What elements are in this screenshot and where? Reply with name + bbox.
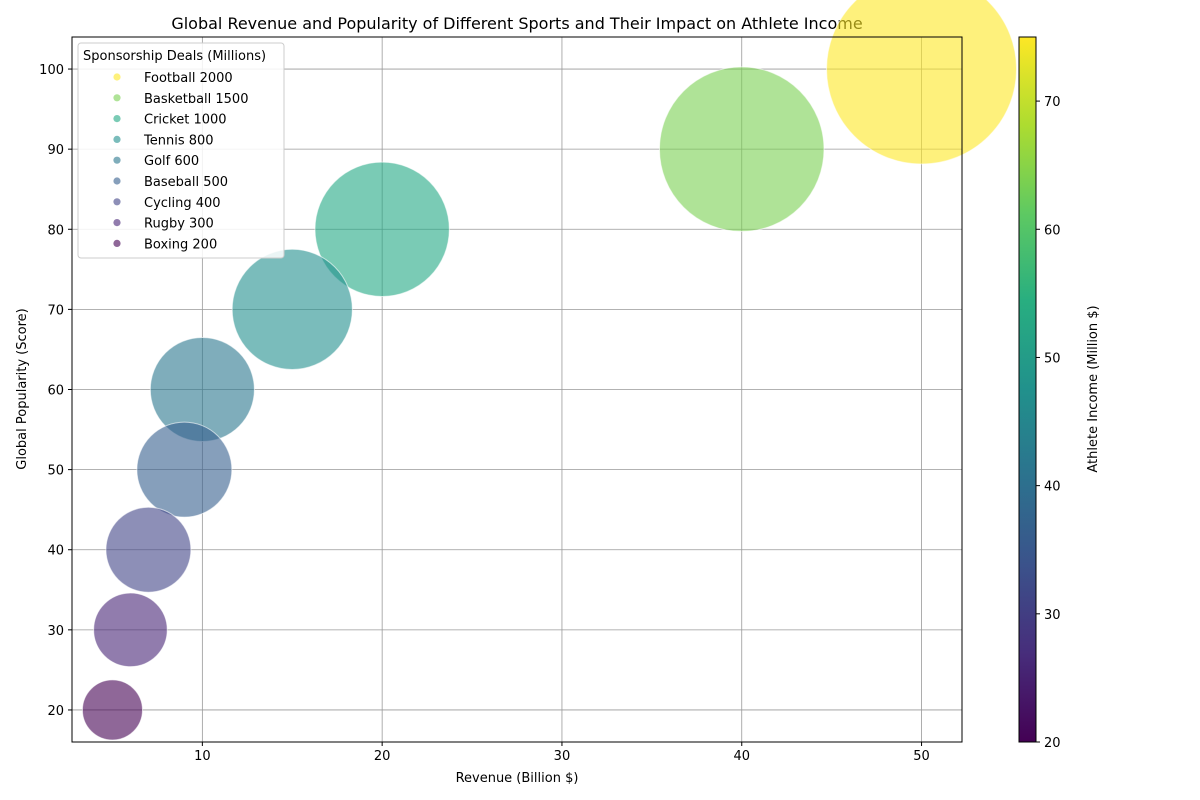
x-tick-label: 50 bbox=[913, 749, 930, 764]
legend-marker-cricket bbox=[113, 115, 121, 123]
y-axis-ticks: 20 30 40 50 60 70 80 90 100 bbox=[39, 63, 72, 719]
legend-items: Football 2000 Basketball 1500 Cricket 1000… bbox=[113, 71, 248, 252]
x-tick-label: 20 bbox=[374, 749, 391, 764]
x-axis-ticks: 10 20 30 40 50 bbox=[194, 742, 930, 764]
bubble-cycling bbox=[105, 506, 192, 593]
legend-marker-boxing bbox=[113, 239, 121, 247]
legend-entry-tennis: Tennis 800 bbox=[143, 133, 214, 148]
bubble-basketball bbox=[658, 66, 825, 232]
legend-marker-football bbox=[113, 73, 121, 81]
x-axis-label: Revenue (Billion $) bbox=[456, 771, 579, 786]
colorbar-tick-label: 70 bbox=[1044, 95, 1061, 110]
bubble-cricket bbox=[314, 161, 450, 297]
legend-entry-rugby: Rugby 300 bbox=[144, 217, 214, 232]
y-tick-label: 50 bbox=[47, 464, 64, 479]
bubble-series bbox=[81, 0, 1018, 741]
legend-entry-golf: Golf 600 bbox=[144, 154, 199, 169]
legend-title: Sponsorship Deals (Millions) bbox=[83, 49, 266, 64]
colorbar-tick-label: 40 bbox=[1044, 480, 1061, 495]
bubble-baseball bbox=[136, 421, 233, 518]
legend-marker-rugby bbox=[113, 219, 121, 227]
y-tick-label: 90 bbox=[47, 143, 64, 158]
legend-marker-golf bbox=[113, 156, 121, 164]
legend-entry-football: Football 2000 bbox=[144, 71, 233, 86]
y-tick-label: 40 bbox=[47, 544, 64, 559]
legend-marker-baseball bbox=[113, 177, 121, 185]
legend-box bbox=[77, 42, 285, 259]
x-tick-label: 10 bbox=[194, 749, 211, 764]
bubble-tennis bbox=[231, 248, 353, 370]
y-tick-label: 70 bbox=[47, 303, 64, 318]
colorbar-tick-label: 30 bbox=[1044, 608, 1061, 623]
legend-marker-cycling bbox=[113, 198, 121, 206]
bubble-boxing bbox=[81, 679, 143, 741]
legend-marker-basketball bbox=[113, 94, 121, 102]
colorbar-tick-label: 60 bbox=[1044, 223, 1061, 238]
colorbar: 20 30 40 50 60 70 Athlete Income (Million $) bbox=[1018, 36, 1101, 751]
legend: Sponsorship Deals (Millions) Football 20… bbox=[77, 42, 285, 259]
y-tick-label: 30 bbox=[47, 624, 64, 639]
bubble-rugby bbox=[93, 592, 168, 668]
legend-entry-basketball: Basketball 1500 bbox=[144, 92, 248, 107]
chart-title: Global Revenue and Popularity of Differe… bbox=[171, 14, 862, 33]
y-tick-label: 80 bbox=[47, 223, 64, 238]
colorbar-gradient bbox=[1018, 36, 1037, 743]
legend-entry-boxing: Boxing 200 bbox=[144, 237, 217, 252]
y-axis-label: Global Popularity (Score) bbox=[15, 308, 30, 469]
x-tick-label: 30 bbox=[554, 749, 571, 764]
bubble-football bbox=[826, 0, 1018, 165]
legend-marker-tennis bbox=[113, 135, 121, 143]
colorbar-label: Athlete Income (Million $) bbox=[1086, 305, 1101, 472]
legend-entry-cricket: Cricket 1000 bbox=[144, 113, 227, 128]
colorbar-ticks: 20 30 40 50 60 70 bbox=[1036, 95, 1061, 751]
y-tick-label: 100 bbox=[39, 63, 64, 78]
colorbar-tick-label: 50 bbox=[1044, 351, 1061, 366]
y-tick-label: 60 bbox=[47, 384, 64, 399]
colorbar-tick-label: 20 bbox=[1044, 736, 1061, 751]
legend-entry-cycling: Cycling 400 bbox=[144, 196, 221, 211]
legend-entry-baseball: Baseball 500 bbox=[144, 175, 228, 190]
x-tick-label: 40 bbox=[733, 749, 750, 764]
y-tick-label: 20 bbox=[47, 704, 64, 719]
